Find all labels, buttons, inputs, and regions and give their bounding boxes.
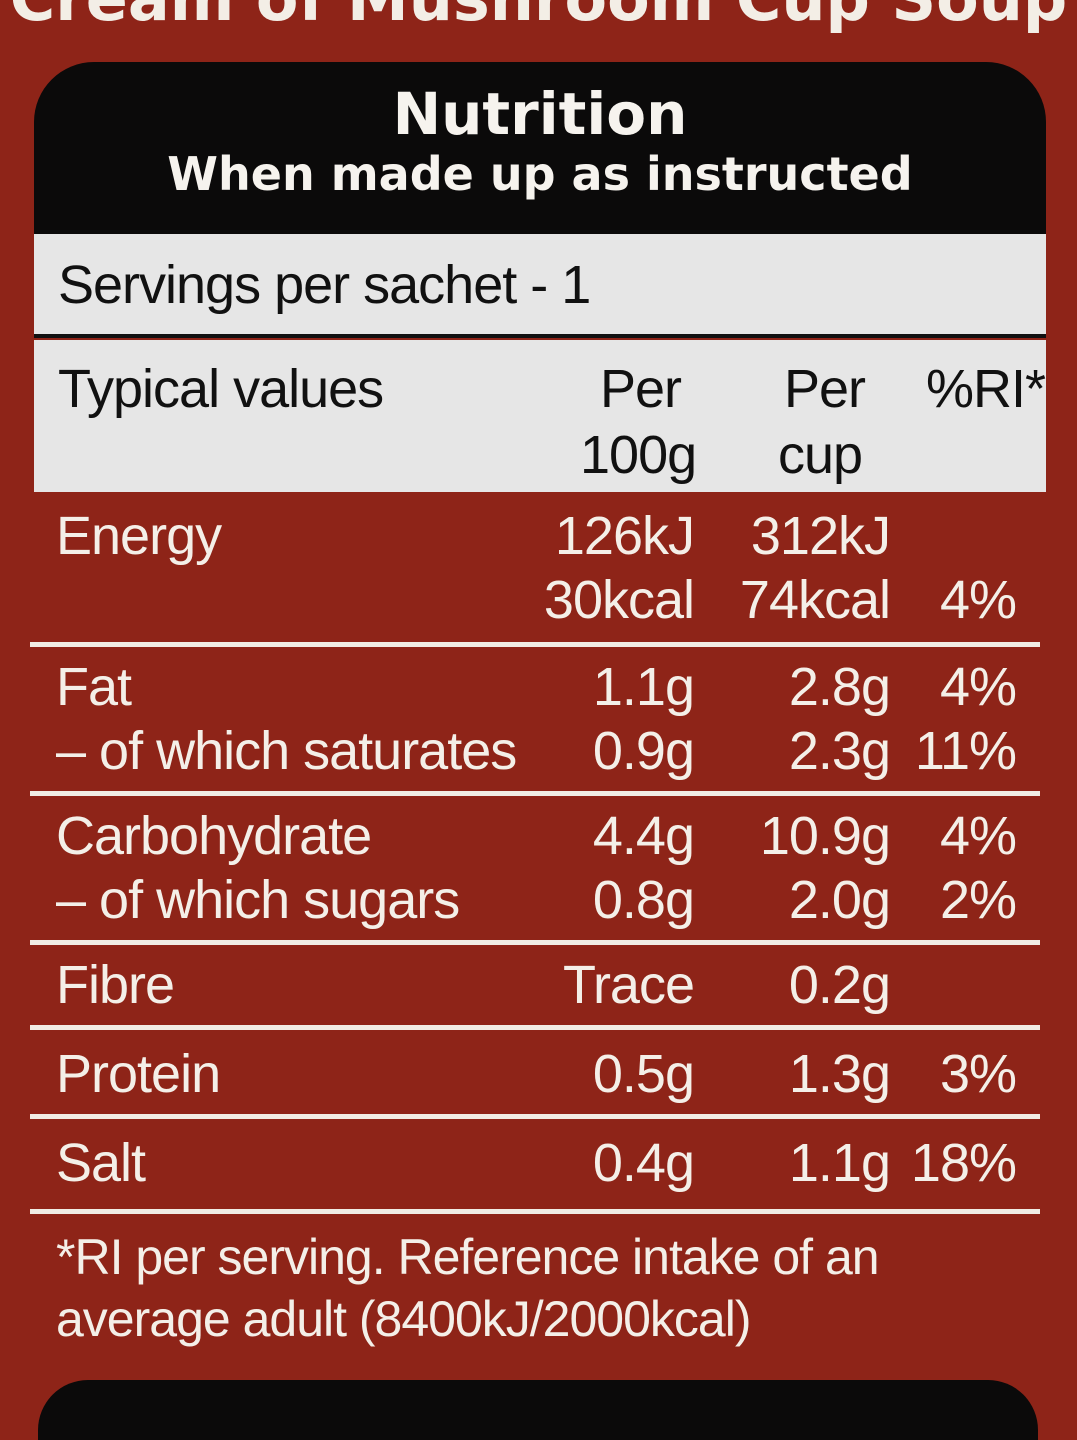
row-fat: Fat 1.1g 2.8g 4% – of which saturates 0.9g 2.…: [30, 647, 1040, 796]
servings-per-sachet: Servings per sachet - 1: [34, 234, 1046, 338]
nutrient-name: Salt: [56, 1133, 146, 1193]
per-100g-value: 0.8g: [592, 870, 695, 930]
per-100g-header-line2: 100g: [580, 425, 697, 485]
nutrient-name: – of which sugars: [56, 870, 460, 930]
row-fibre: Fibre Trace 0.2g: [30, 945, 1040, 1030]
ri-value: 4%: [939, 657, 1017, 717]
nutrition-subtitle: When made up as instructed: [167, 147, 913, 201]
ri-value: 4%: [939, 570, 1017, 630]
per-100g-value: 0.4g: [592, 1133, 695, 1193]
ri-value: 3%: [939, 1044, 1017, 1104]
nutrient-name: Carbohydrate: [56, 806, 372, 866]
typical-values-header: Typical values: [58, 359, 384, 419]
per-100g-value: 0.5g: [592, 1044, 695, 1104]
footnote-line2: average adult (8400kJ/2000kcal): [56, 1291, 751, 1347]
ri-footnote: *RI per serving. Reference intake of an …: [56, 1226, 880, 1350]
per-cup-value: 1.1g: [788, 1133, 891, 1193]
footnote-line1: *RI per serving. Reference intake of an: [56, 1229, 880, 1285]
per-100g-value: 0.9g: [592, 721, 695, 781]
per-cup-value: 312kJ: [750, 506, 891, 566]
nutrition-header: Nutrition When made up as instructed: [34, 62, 1046, 234]
row-protein: Protein 0.5g 1.3g 3%: [30, 1030, 1040, 1119]
per-cup-value: 74kcal: [739, 570, 891, 630]
per-100g-value: 4.4g: [592, 806, 695, 866]
per-cup-value: 0.2g: [788, 955, 891, 1015]
per-100g-header-line1: Per: [600, 359, 682, 419]
row-salt: Salt 0.4g 1.1g 18%: [30, 1119, 1040, 1214]
nutrition-rows: Energy 126kJ 312kJ 30kcal 74kcal 4% Fat 1.1g 2…: [30, 492, 1040, 1214]
per-cup-value: 2.0g: [788, 870, 891, 930]
per-cup-value: 1.3g: [788, 1044, 891, 1104]
nutrient-name: Fat: [56, 657, 132, 717]
per-100g-value: 1.1g: [592, 657, 695, 717]
per-cup-header-line1: Per: [784, 359, 866, 419]
per-cup-header-line2: cup: [778, 425, 863, 485]
per-100g-value: 30kcal: [543, 570, 695, 630]
row-energy: Energy 126kJ 312kJ 30kcal 74kcal 4%: [30, 492, 1040, 647]
product-title: Cream of Mushroom Cup Soup: [0, 0, 1077, 35]
column-headers: Typical values Per 100g Per cup %RI*: [34, 340, 1046, 492]
per-100g-value: Trace: [562, 955, 695, 1015]
nutrition-title: Nutrition: [392, 80, 688, 148]
row-carbohydrate: Carbohydrate 4.4g 10.9g 4% – of which sugar…: [30, 796, 1040, 945]
nutrient-name: Energy: [56, 506, 222, 566]
nutrient-name: – of which saturates: [56, 721, 517, 781]
ri-value: 2%: [939, 870, 1017, 930]
ingredients-header-partial: [38, 1380, 1038, 1440]
per-cup-value: 10.9g: [759, 806, 891, 866]
ri-value: 4%: [939, 806, 1017, 866]
nutrient-name: Protein: [56, 1044, 221, 1104]
nutrient-name: Fibre: [56, 955, 175, 1015]
ri-value: 11%: [914, 721, 1017, 781]
per-100g-value: 126kJ: [554, 506, 695, 566]
per-cup-value: 2.8g: [788, 657, 891, 717]
per-cup-value: 2.3g: [788, 721, 891, 781]
ri-header: %RI*: [926, 359, 1046, 419]
ri-value: 18%: [910, 1133, 1017, 1193]
